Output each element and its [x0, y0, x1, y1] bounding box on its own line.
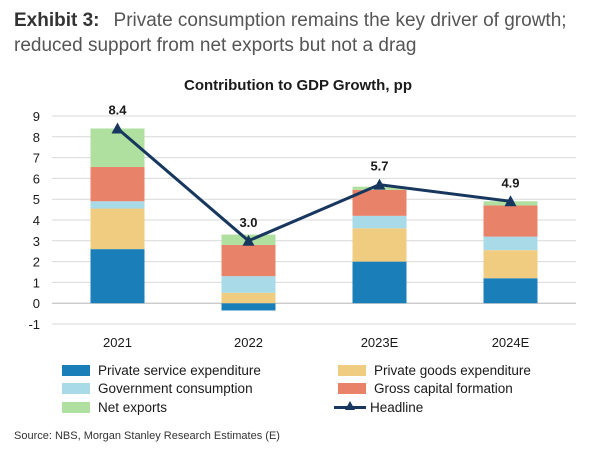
- bar-segment-2021-2: [90, 201, 145, 209]
- bar-segment-2022-0: [221, 303, 276, 311]
- bar-segment-2023E-0: [352, 261, 407, 304]
- y-tick-label: 7: [33, 151, 40, 166]
- bar-segment-2022-3: [221, 244, 276, 277]
- legend-label-government: Government consumption: [98, 380, 253, 396]
- legend-item-government: Government consumption: [62, 379, 253, 397]
- legend-label-net-exports: Net exports: [98, 399, 168, 415]
- bar-segment-2024E-0: [483, 278, 538, 304]
- bar-segment-2021-4: [90, 128, 145, 167]
- y-tick-label: 3: [33, 234, 40, 249]
- x-tick-label: 2022: [234, 335, 263, 350]
- y-tick-label: 1: [33, 275, 40, 290]
- bar-segment-2023E-2: [352, 215, 407, 229]
- bar-segment-2023E-1: [352, 228, 407, 262]
- bar-segment-2023E-3: [352, 189, 407, 216]
- y-tick-label: 5: [33, 192, 40, 207]
- exhibit-title: Private consumption remains the key driv…: [14, 10, 567, 56]
- headline-marker: [373, 178, 386, 190]
- x-tick-label: 2024E: [492, 335, 530, 350]
- legend-swatch-gross-capital: [338, 382, 366, 394]
- legend-swatch-private-goods: [338, 364, 366, 376]
- x-tick-label: 2023E: [361, 335, 399, 350]
- headline-data-label: 4.9: [501, 175, 519, 190]
- legend-item-headline: Headline: [334, 398, 423, 416]
- legend-swatch-government: [62, 382, 90, 394]
- bar-segment-2024E-1: [483, 250, 538, 279]
- legend-label-private-goods: Private goods expenditure: [374, 362, 531, 378]
- legend-label-private-service: Private service expenditure: [98, 362, 261, 378]
- legend-label-headline: Headline: [370, 399, 424, 415]
- y-tick-label: 0: [33, 296, 40, 311]
- y-tick-label: 8: [33, 130, 40, 145]
- bar-segment-2021-0: [90, 249, 145, 304]
- legend-item-net-exports: Net exports: [62, 398, 167, 416]
- x-tick-label: 2021: [103, 335, 132, 350]
- y-tick-label: 9: [33, 109, 40, 124]
- bar-segment-2024E-2: [483, 236, 538, 251]
- bar-segment-2022-2: [221, 276, 276, 293]
- bar-segment-2022-1: [221, 292, 276, 304]
- gdp-contribution-chart: Contribution to GDP Growth, pp -1 0 1 2 3 4 5 6…: [28, 77, 576, 350]
- headline-data-label: 3.0: [239, 215, 257, 230]
- legend-swatch-headline: [334, 400, 366, 414]
- y-tick-label: 6: [33, 171, 40, 186]
- headline-marker: [242, 234, 255, 246]
- legend-item-gross-capital: Gross capital formation: [338, 379, 513, 397]
- headline-line: [116, 127, 511, 243]
- legend-swatch-private-service: [62, 364, 90, 376]
- source-note: Source: NBS, Morgan Stanley Research Est…: [14, 430, 280, 442]
- bar-segment-2021-1: [90, 208, 145, 250]
- exhibit-label: Exhibit 3:: [14, 10, 100, 31]
- chart-title: Contribution to GDP Growth, pp: [184, 77, 412, 94]
- headline-data-label: 5.7: [370, 159, 388, 174]
- y-tick-label: 2: [33, 255, 40, 270]
- legend-swatch-net-exports: [62, 401, 90, 413]
- legend-label-gross-capital: Gross capital formation: [374, 380, 513, 396]
- headline-data-label: 8.4: [108, 102, 127, 117]
- bar-segment-2021-3: [90, 166, 145, 202]
- legend-item-private-service: Private service expenditure: [62, 361, 261, 379]
- headline-marker: [111, 122, 124, 134]
- exhibit-heading: Exhibit 3: Private consumption remains th…: [14, 8, 580, 58]
- y-tick-label: 4: [33, 213, 40, 228]
- y-tick-label: -1: [28, 317, 40, 332]
- bar-segment-2024E-3: [483, 205, 538, 237]
- legend-item-private-goods: Private goods expenditure: [338, 361, 531, 379]
- headline-marker: [504, 195, 517, 207]
